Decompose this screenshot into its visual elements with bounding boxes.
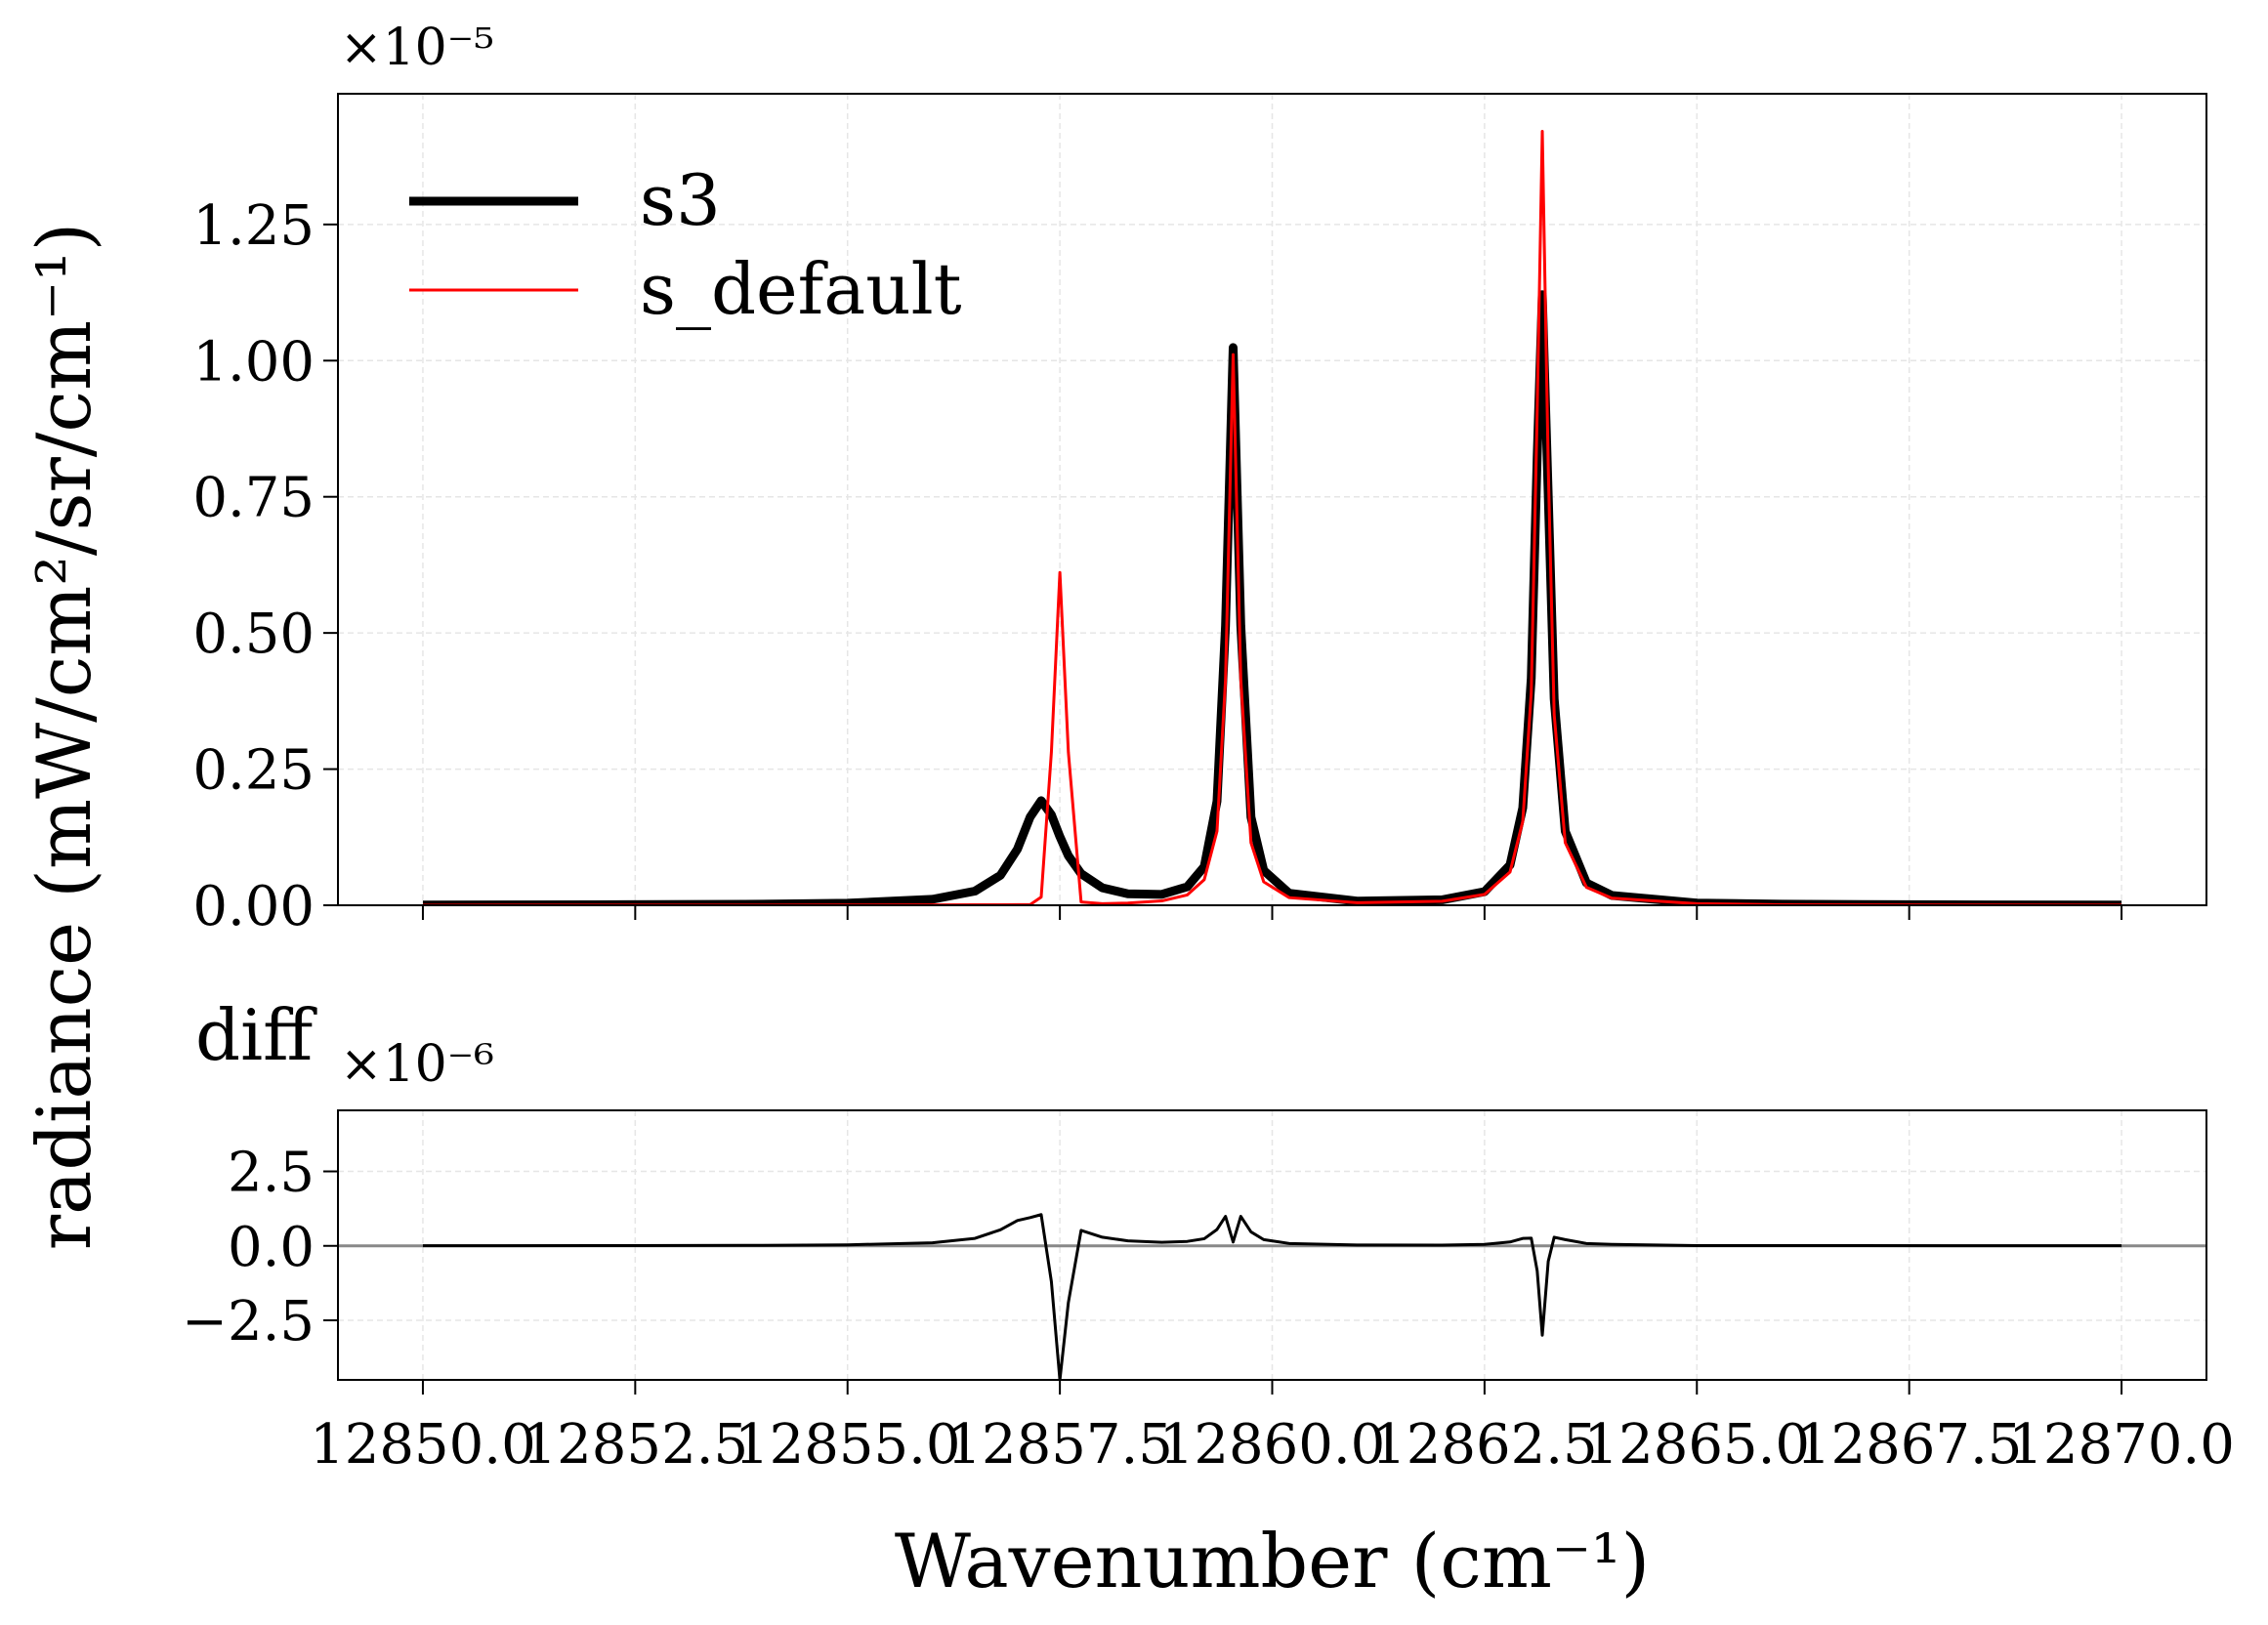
x-tick-label: 12857.5 bbox=[946, 1413, 1173, 1477]
x-tick-label: 12855.0 bbox=[735, 1413, 961, 1477]
x-tick-label: 12870.0 bbox=[2008, 1413, 2235, 1477]
y-tick-label: 0.25 bbox=[192, 739, 315, 803]
x-tick-label: 12850.0 bbox=[310, 1413, 536, 1477]
y-axis-label: radiance (mW/cm²/sr/cm⁻¹) bbox=[21, 223, 107, 1251]
offset-text: ×10⁻⁵ bbox=[340, 19, 494, 77]
x-tick-label: 12862.5 bbox=[1371, 1413, 1598, 1477]
x-tick-label: 12860.0 bbox=[1159, 1413, 1386, 1477]
series-line bbox=[422, 1213, 2122, 1380]
legend-label: s3 bbox=[640, 159, 721, 241]
y-tick-label: 2.5 bbox=[228, 1142, 315, 1205]
y-tick-label: 0.75 bbox=[192, 467, 315, 530]
x-tick-label: 12867.5 bbox=[1796, 1413, 2023, 1477]
y-tick-label: 0.0 bbox=[228, 1216, 315, 1279]
x-tick-label: 12865.0 bbox=[1583, 1413, 1810, 1477]
offset-text: ×10⁻⁶ bbox=[340, 1035, 494, 1094]
y-tick-label: 1.00 bbox=[192, 330, 315, 394]
y-tick-label: 1.25 bbox=[192, 194, 315, 258]
y-tick-label: −2.5 bbox=[182, 1290, 315, 1354]
x-tick-label: 12852.5 bbox=[523, 1413, 749, 1477]
axes-title: diff bbox=[195, 994, 317, 1076]
legend-label: s_default bbox=[640, 248, 962, 330]
y-tick-label: 0.50 bbox=[192, 603, 315, 666]
x-axis-label: Wavenumber (cm⁻¹) bbox=[895, 1518, 1650, 1604]
y-tick-label: 0.00 bbox=[192, 875, 315, 938]
